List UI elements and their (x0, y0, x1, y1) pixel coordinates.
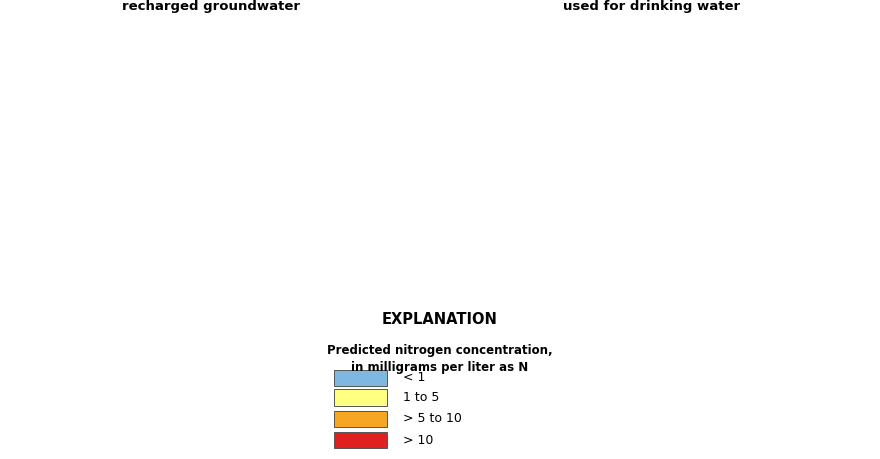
Bar (334, 369, 387, 386)
Bar (334, 410, 387, 427)
Title: Predicted nitrate in shallow, recently
recharged groundwater: Predicted nitrate in shallow, recently r… (72, 0, 350, 13)
Text: > 10: > 10 (403, 434, 434, 447)
Text: EXPLANATION: EXPLANATION (382, 312, 498, 327)
Bar (334, 432, 387, 448)
Text: < 1: < 1 (403, 371, 425, 385)
Bar (334, 389, 387, 406)
Text: Predicted nitrogen concentration,
in milligrams per liter as N: Predicted nitrogen concentration, in mil… (327, 344, 553, 374)
Text: > 5 to 10: > 5 to 10 (403, 412, 462, 425)
Title: Predicted nitrate in deeper groundwater
used for drinking water: Predicted nitrate in deeper groundwater … (499, 0, 803, 13)
Text: 1 to 5: 1 to 5 (403, 391, 439, 404)
